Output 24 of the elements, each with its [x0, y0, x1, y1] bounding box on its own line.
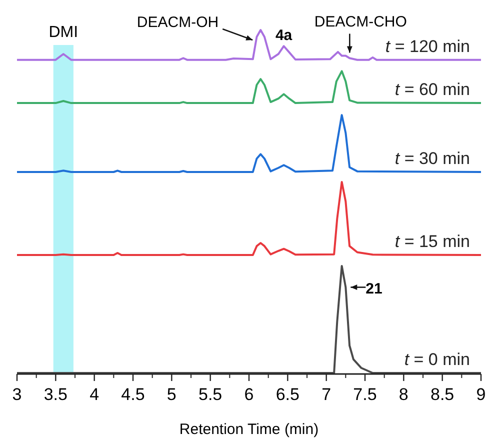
x-tick-label: 7.5: [353, 385, 377, 404]
x-tick-label: 9: [476, 385, 486, 404]
x-tick-label: 3.5: [44, 385, 68, 404]
band-label: DMI: [48, 24, 78, 41]
x-axis-title: Retention Time (min): [179, 421, 319, 438]
x-tick-label: 6.5: [276, 385, 300, 404]
x-tick-label: 5: [166, 385, 176, 404]
series-label: t = 30 min: [394, 149, 470, 168]
x-tick-label: 6: [244, 385, 254, 404]
series-label: t = 120 min: [385, 36, 470, 56]
annotation: DEACM-CHO: [314, 14, 407, 31]
annotation: DEACM-OH: [136, 14, 219, 31]
series-label: t = 0 min: [404, 350, 470, 369]
series-label: t = 15 min: [394, 232, 470, 252]
x-tick-label: 7: [322, 385, 332, 404]
annotation: 21: [366, 280, 382, 298]
x-tick-label: 8.5: [430, 385, 454, 404]
x-tick-label: 3: [12, 385, 22, 404]
series-label: t = 60 min: [394, 80, 470, 100]
x-tick-label: 4: [90, 385, 100, 404]
x-tick-label: 5.5: [198, 385, 222, 404]
annotation: 4a: [275, 27, 293, 44]
x-tick-label: 4.5: [121, 385, 145, 404]
x-tick-label: 8: [398, 385, 408, 404]
